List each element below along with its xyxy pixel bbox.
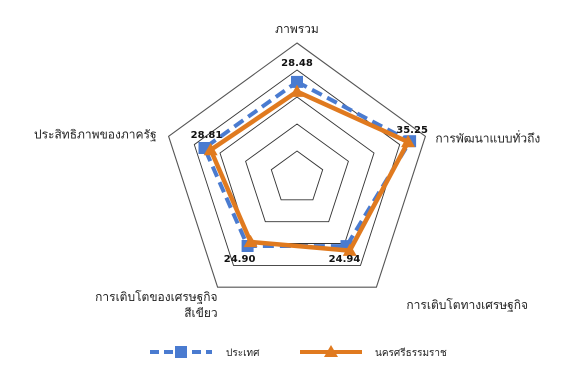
series-marker-triangle xyxy=(401,134,416,148)
legend-label: นครศรีธรรมราช xyxy=(375,347,447,359)
category-label: การเติบโตทางเศรษฐกิจ xyxy=(406,298,528,312)
category-label: การเติบโตของเศรษฐกิจสีเขียว xyxy=(95,290,217,320)
category-label-line: การเติบโตของเศรษฐกิจ xyxy=(95,290,217,304)
data-label: 24.94 xyxy=(329,254,361,265)
series-marker-triangle xyxy=(290,84,304,97)
series-line xyxy=(208,89,411,253)
grid-ring xyxy=(167,42,427,288)
legend-marker-triangle xyxy=(324,345,338,357)
category-label: การพัฒนาแบบทั่วถึง xyxy=(435,129,540,145)
category-label-line: ภาพรวม xyxy=(275,22,319,36)
legend: ประเทศ นครศรีธรรมราช xyxy=(150,345,447,359)
data-label: 28.81 xyxy=(191,130,223,141)
category-label-line: สีเขียว xyxy=(184,306,217,320)
grid-ring xyxy=(270,150,324,201)
series-marker-triangle xyxy=(342,243,357,256)
category-label: ภาพรวม xyxy=(275,22,319,36)
grid-ring xyxy=(245,123,349,223)
radar-series xyxy=(198,75,417,256)
legend-label: ประเทศ xyxy=(226,348,260,359)
data-label: 35.25 xyxy=(396,125,428,136)
category-label-line: การเติบโตทางเศรษฐกิจ xyxy=(406,298,528,312)
data-label: 24.90 xyxy=(224,254,256,265)
category-label: ประสิทธิภาพของภาครัฐ xyxy=(34,127,157,141)
series-marker-triangle xyxy=(243,234,258,248)
category-label-line: ประสิทธิภาพของภาครัฐ xyxy=(34,127,157,141)
legend-marker-square xyxy=(175,346,187,358)
radar-labels: 28.48 35.25 24.94 24.90 28.81 ภาพรวมการพัฒนาแ… xyxy=(34,22,540,320)
series-marker-square xyxy=(291,75,303,88)
data-label: 28.48 xyxy=(281,58,313,69)
category-label-line: การพัฒนาแบบทั่วถึง xyxy=(435,129,540,145)
grid-ring xyxy=(219,96,375,244)
series-marker-triangle xyxy=(203,142,218,156)
